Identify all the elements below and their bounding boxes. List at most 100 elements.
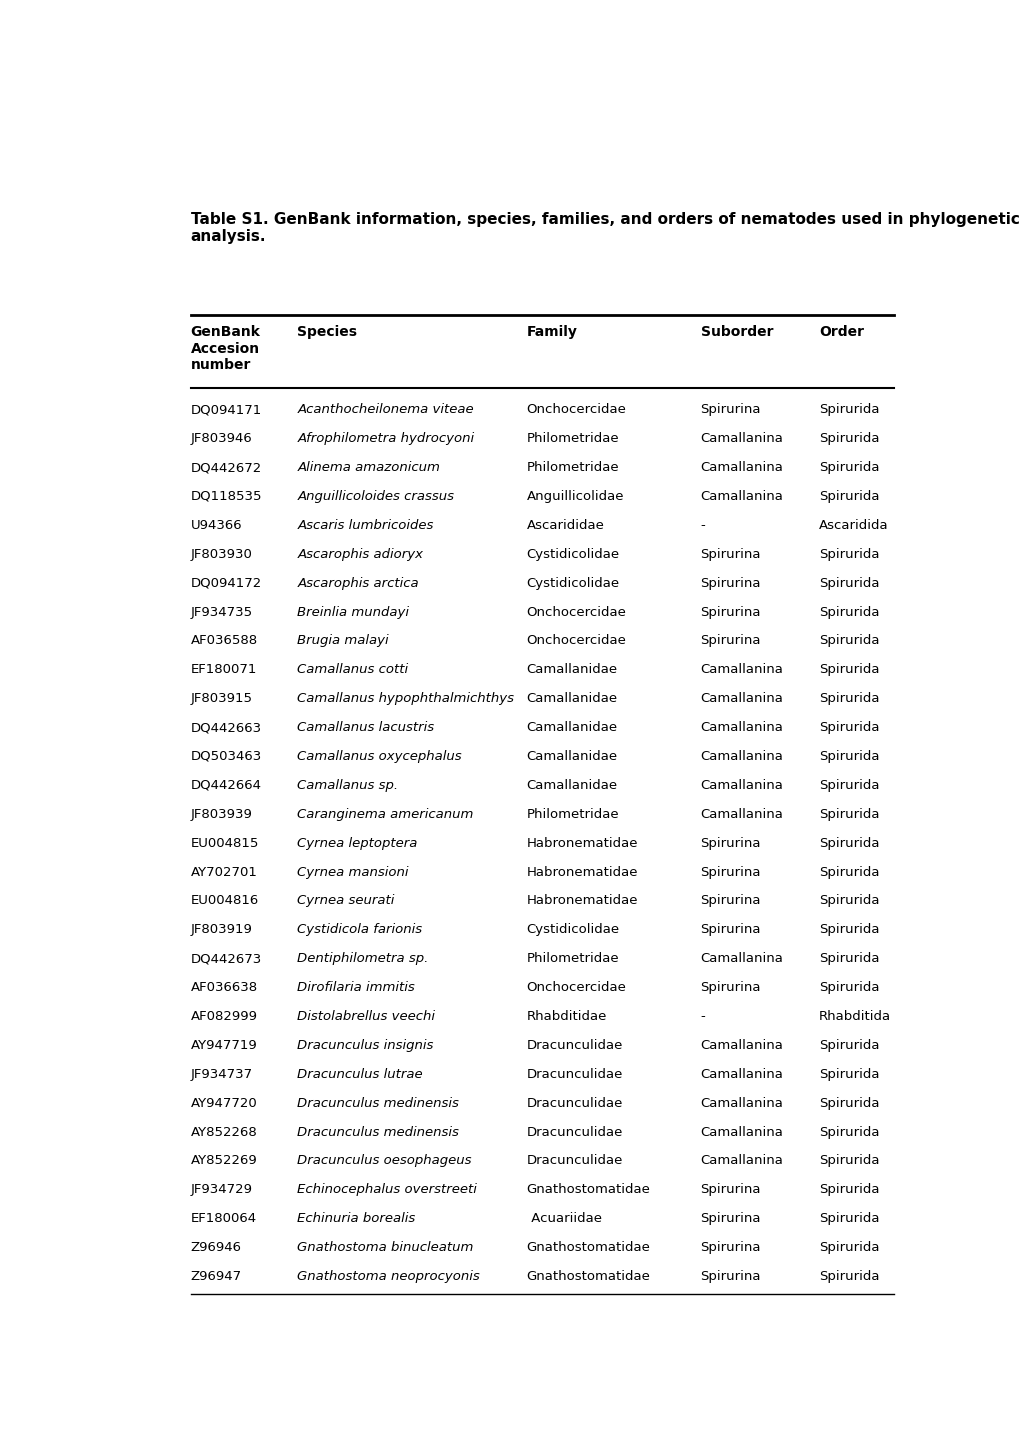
Text: EF180064: EF180064	[191, 1212, 257, 1225]
Text: Camallanina: Camallanina	[700, 1068, 783, 1081]
Text: DQ442664: DQ442664	[191, 779, 262, 792]
Text: Camallanina: Camallanina	[700, 1097, 783, 1110]
Text: GenBank
Accesion
number: GenBank Accesion number	[191, 325, 261, 372]
Text: Distolabrellus veechi: Distolabrellus veechi	[298, 1010, 435, 1023]
Text: Spirurina: Spirurina	[700, 981, 760, 994]
Text: Ascarophis adioryx: Ascarophis adioryx	[298, 548, 423, 561]
Text: AY947719: AY947719	[191, 1039, 257, 1052]
Text: Camallanina: Camallanina	[700, 952, 783, 965]
Text: Gnathostomatidae: Gnathostomatidae	[526, 1183, 650, 1196]
Text: Camallanidae: Camallanidae	[526, 722, 618, 734]
Text: Camallanus hypophthalmichthys: Camallanus hypophthalmichthys	[298, 693, 514, 706]
Text: Dracunculus medinensis: Dracunculus medinensis	[298, 1126, 459, 1139]
Text: Order: Order	[818, 325, 863, 339]
Text: Dracunculus medinensis: Dracunculus medinensis	[298, 1097, 459, 1110]
Text: Gnathostomatidae: Gnathostomatidae	[526, 1270, 650, 1283]
Text: Brugia malayi: Brugia malayi	[298, 635, 388, 648]
Text: Spirurida: Spirurida	[818, 750, 878, 763]
Text: Dracunculidae: Dracunculidae	[526, 1097, 623, 1110]
Text: Spirurida: Spirurida	[818, 664, 878, 677]
Text: Camallanina: Camallanina	[700, 693, 783, 706]
Text: Camallanus cotti: Camallanus cotti	[298, 664, 409, 677]
Text: EU004815: EU004815	[191, 837, 259, 850]
Text: AY947720: AY947720	[191, 1097, 257, 1110]
Text: Camallanus sp.: Camallanus sp.	[298, 779, 398, 792]
Text: Spirurida: Spirurida	[818, 981, 878, 994]
Text: Spirurida: Spirurida	[818, 491, 878, 504]
Text: -: -	[700, 519, 705, 532]
Text: Onchocercidae: Onchocercidae	[526, 981, 626, 994]
Text: DQ442663: DQ442663	[191, 722, 262, 734]
Text: Philometridae: Philometridae	[526, 952, 619, 965]
Text: Spirurida: Spirurida	[818, 895, 878, 908]
Text: Acuariidae: Acuariidae	[526, 1212, 601, 1225]
Text: Habronematidae: Habronematidae	[526, 837, 638, 850]
Text: DQ094172: DQ094172	[191, 577, 262, 590]
Text: Spirurida: Spirurida	[818, 1097, 878, 1110]
Text: JF803915: JF803915	[191, 693, 253, 706]
Text: Camallanina: Camallanina	[700, 750, 783, 763]
Text: Z96946: Z96946	[191, 1241, 242, 1254]
Text: DQ094171: DQ094171	[191, 404, 262, 417]
Text: Dracunculus lutrae: Dracunculus lutrae	[298, 1068, 423, 1081]
Text: Spirurina: Spirurina	[700, 837, 760, 850]
Text: Spirurida: Spirurida	[818, 924, 878, 937]
Text: Spirurina: Spirurina	[700, 548, 760, 561]
Text: Afrophilometra hydrocyoni: Afrophilometra hydrocyoni	[298, 433, 474, 446]
Text: Acanthocheilonema viteae: Acanthocheilonema viteae	[298, 404, 474, 417]
Text: Spirurida: Spirurida	[818, 1241, 878, 1254]
Text: Spirurida: Spirurida	[818, 722, 878, 734]
Text: Spirurida: Spirurida	[818, 693, 878, 706]
Text: Ascaridida: Ascaridida	[818, 519, 888, 532]
Text: EU004816: EU004816	[191, 895, 259, 908]
Text: Cystidicolidae: Cystidicolidae	[526, 577, 620, 590]
Text: Spirurida: Spirurida	[818, 635, 878, 648]
Text: Camallanina: Camallanina	[700, 1039, 783, 1052]
Text: DQ442673: DQ442673	[191, 952, 262, 965]
Text: Spirurina: Spirurina	[700, 895, 760, 908]
Text: Alinema amazonicum: Alinema amazonicum	[298, 462, 440, 475]
Text: Family: Family	[526, 325, 577, 339]
Text: Cystidicolidae: Cystidicolidae	[526, 924, 620, 937]
Text: Spirurina: Spirurina	[700, 1270, 760, 1283]
Text: JF934735: JF934735	[191, 606, 253, 619]
Text: Spirurida: Spirurida	[818, 1039, 878, 1052]
Text: AY702701: AY702701	[191, 866, 258, 879]
Text: Dracunculidae: Dracunculidae	[526, 1126, 623, 1139]
Text: Cystidicola farionis: Cystidicola farionis	[298, 924, 422, 937]
Text: JF934729: JF934729	[191, 1183, 253, 1196]
Text: Onchocercidae: Onchocercidae	[526, 404, 626, 417]
Text: DQ503463: DQ503463	[191, 750, 262, 763]
Text: Camallanina: Camallanina	[700, 491, 783, 504]
Text: Spirurida: Spirurida	[818, 404, 878, 417]
Text: Spirurida: Spirurida	[818, 1212, 878, 1225]
Text: Dracunculus oesophageus: Dracunculus oesophageus	[298, 1154, 472, 1167]
Text: Spirurida: Spirurida	[818, 548, 878, 561]
Text: AY852268: AY852268	[191, 1126, 257, 1139]
Text: Camallanina: Camallanina	[700, 1154, 783, 1167]
Text: DQ118535: DQ118535	[191, 491, 262, 504]
Text: Species: Species	[298, 325, 357, 339]
Text: Dracunculidae: Dracunculidae	[526, 1039, 623, 1052]
Text: Ascaris lumbricoides: Ascaris lumbricoides	[298, 519, 433, 532]
Text: Spirurida: Spirurida	[818, 837, 878, 850]
Text: Spirurida: Spirurida	[818, 577, 878, 590]
Text: Dracunculus insignis: Dracunculus insignis	[298, 1039, 433, 1052]
Text: Camallanina: Camallanina	[700, 779, 783, 792]
Text: Spirurina: Spirurina	[700, 924, 760, 937]
Text: Anguillicoloides crassus: Anguillicoloides crassus	[298, 491, 454, 504]
Text: Spirurida: Spirurida	[818, 1183, 878, 1196]
Text: Spirurida: Spirurida	[818, 1068, 878, 1081]
Text: Spirurina: Spirurina	[700, 635, 760, 648]
Text: Spirurida: Spirurida	[818, 808, 878, 821]
Text: Dirofilaria immitis: Dirofilaria immitis	[298, 981, 415, 994]
Text: JF803930: JF803930	[191, 548, 253, 561]
Text: Camallanidae: Camallanidae	[526, 750, 618, 763]
Text: Spirurina: Spirurina	[700, 1241, 760, 1254]
Text: Spirurina: Spirurina	[700, 1183, 760, 1196]
Text: Spirurida: Spirurida	[818, 1270, 878, 1283]
Text: Spirurida: Spirurida	[818, 606, 878, 619]
Text: JF803946: JF803946	[191, 433, 253, 446]
Text: Spirurina: Spirurina	[700, 404, 760, 417]
Text: Habronematidae: Habronematidae	[526, 866, 638, 879]
